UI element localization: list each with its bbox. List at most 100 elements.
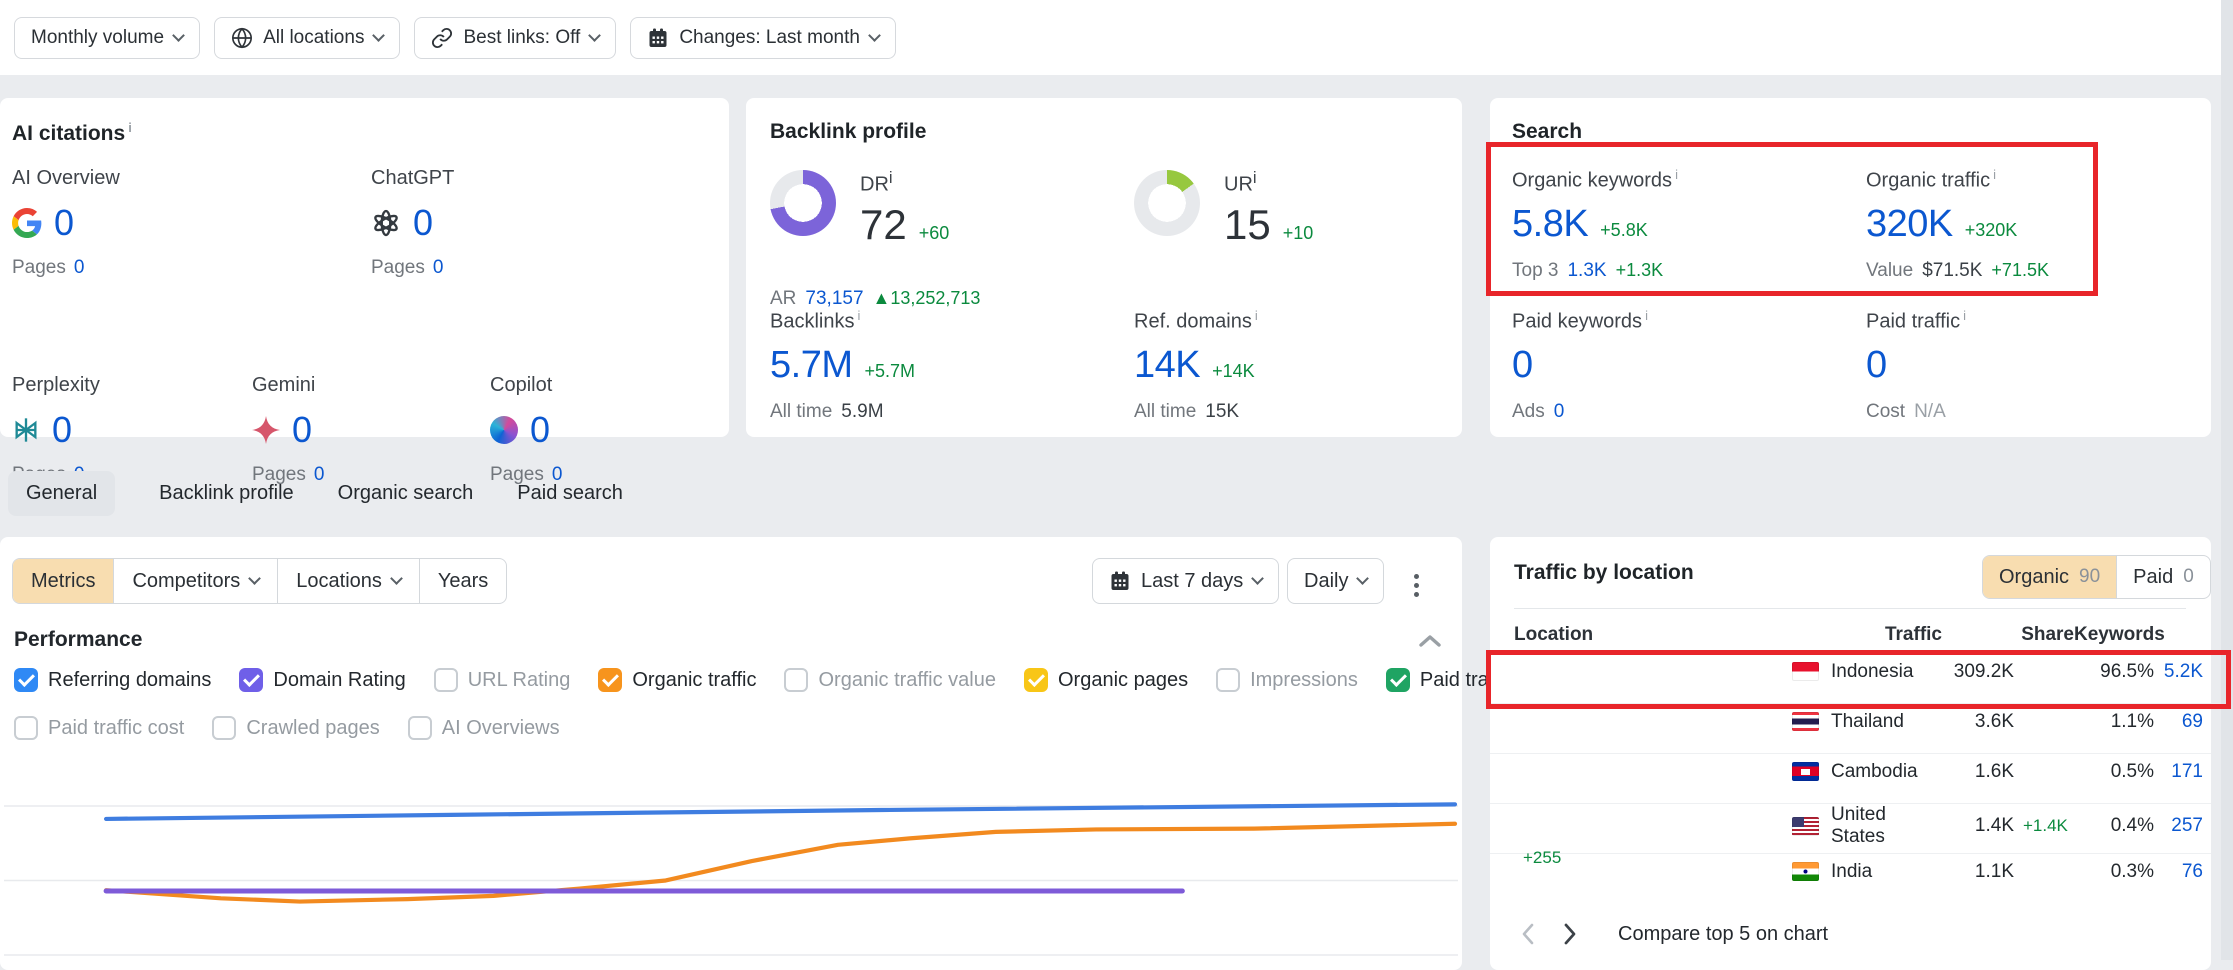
share-value: 0.3% — [2074, 861, 2154, 883]
unchecked-checkbox[interactable] — [784, 668, 808, 692]
date-range-dropdown[interactable]: Last 7 days — [1092, 558, 1279, 604]
unchecked-checkbox[interactable] — [1216, 668, 1240, 692]
segment-competitors[interactable]: Competitors — [113, 559, 277, 603]
search-card: Search Organic keywordsi 5.8K+5.8K Top 3… — [1490, 98, 2211, 437]
dr-delta: +60 — [919, 223, 950, 244]
collapse-chevron-up-icon[interactable] — [1418, 634, 1442, 653]
checked-checkbox[interactable] — [239, 668, 263, 692]
chevron-down-icon — [172, 29, 185, 42]
pages-value-link[interactable]: 0 — [74, 257, 85, 278]
location-row-united-states[interactable]: United States1.4K+1.4K0.4%257+255 — [1490, 803, 2211, 853]
keywords-link[interactable]: 257 — [2154, 815, 2203, 837]
keywords-link[interactable]: 171 — [2154, 761, 2203, 783]
info-icon[interactable]: i — [1255, 308, 1258, 323]
organic-traffic-metric: Organic traffici 320K+320K Value$71.5K+7… — [1866, 167, 2049, 282]
checkbox-label: Referring domains — [48, 669, 211, 692]
unchecked-checkbox[interactable] — [434, 668, 458, 692]
compare-top5-button[interactable]: Compare top 5 on chart — [1618, 923, 1828, 946]
checkbox-paid-traffic-cost[interactable]: Paid traffic cost — [14, 716, 184, 740]
prev-page-chevron-icon[interactable] — [1520, 922, 1536, 946]
ref-domains-metric: Ref. domainsi 14K+14K All time15K — [1134, 308, 1258, 423]
checkbox-crawled-pages[interactable]: Crawled pages — [212, 716, 379, 740]
metric-checkbox-row-1: Referring domains Domain Rating URL Rating… — [14, 668, 1514, 692]
location-row-thailand[interactable]: Thailand3.6K1.1%69 — [1490, 703, 2211, 753]
tab-general[interactable]: General — [8, 471, 115, 516]
chevron-down-icon — [868, 29, 881, 42]
paid-keywords-value-link[interactable]: 0 — [1512, 344, 1533, 387]
next-page-chevron-icon[interactable] — [1562, 922, 1578, 946]
ai-item-value-link[interactable]: 0 — [413, 202, 433, 244]
checkbox-ai-overviews[interactable]: AI Overviews — [408, 716, 560, 740]
ar-value-link[interactable]: 73,157 — [805, 288, 863, 310]
location-table-footer: Compare top 5 on chart — [1490, 922, 1828, 946]
keywords-link[interactable]: 76 — [2154, 861, 2203, 883]
location-row-indonesia[interactable]: Indonesia309.2K96.5%5.2K — [1490, 653, 2211, 703]
info-icon[interactable]: i — [1253, 168, 1257, 187]
segment-locations[interactable]: Locations — [277, 559, 419, 603]
backlinks-value-link[interactable]: 5.7M — [770, 344, 852, 387]
checkbox-referring-domains[interactable]: Referring domains — [14, 668, 211, 692]
backlink-profile-title: Backlink profile — [770, 120, 926, 144]
ur-delta: +10 — [1283, 223, 1314, 244]
chevron-down-icon — [588, 29, 601, 42]
checked-checkbox[interactable] — [14, 668, 38, 692]
ai-item-name: Perplexity — [12, 374, 100, 397]
info-icon[interactable]: i — [1993, 167, 1996, 182]
tab-paid-search[interactable]: Paid search — [517, 471, 623, 516]
checkbox-organic-traffic[interactable]: Organic traffic — [598, 668, 756, 692]
info-icon[interactable]: i — [128, 120, 132, 135]
toggle-organic[interactable]: Organic90 — [1983, 556, 2116, 598]
traffic-by-location-title: Traffic by location — [1514, 561, 1694, 585]
info-icon[interactable]: i — [1963, 308, 1966, 323]
ai-item-value-link[interactable]: 0 — [292, 409, 312, 451]
segment-years[interactable]: Years — [419, 559, 506, 603]
pages-value-link[interactable]: 0 — [433, 257, 444, 278]
ads-link[interactable]: 0 — [1554, 401, 1565, 423]
info-icon[interactable]: i — [1645, 308, 1648, 323]
toggle-paid[interactable]: Paid0 — [2116, 556, 2210, 598]
ai-item-value-link[interactable]: 0 — [52, 409, 72, 451]
chevron-down-icon — [1251, 572, 1264, 585]
page-scrollbar[interactable] — [2221, 0, 2233, 960]
date-range-label: Last 7 days — [1141, 570, 1243, 593]
checkbox-organic-pages[interactable]: Organic pages — [1024, 668, 1188, 692]
checkbox-url-rating[interactable]: URL Rating — [434, 668, 571, 692]
filter-best-links-off[interactable]: Best links: Off — [414, 17, 616, 59]
ref-domains-value-link[interactable]: 14K — [1134, 344, 1200, 387]
tab-organic-search[interactable]: Organic search — [338, 471, 474, 516]
ai-item-ai-overview: AI Overview0Pages0 — [12, 167, 120, 279]
location-row-cambodia[interactable]: Cambodia1.6K0.5%171 — [1490, 753, 2211, 803]
segment-metrics[interactable]: Metrics — [13, 559, 113, 603]
checkbox-domain-rating[interactable]: Domain Rating — [239, 668, 405, 692]
checked-checkbox[interactable] — [1024, 668, 1048, 692]
filter-changes-last-month[interactable]: Changes: Last month — [630, 17, 896, 59]
keywords-link[interactable]: 5.2K — [2154, 661, 2203, 683]
checked-checkbox[interactable] — [1386, 668, 1410, 692]
unchecked-checkbox[interactable] — [408, 716, 432, 740]
organic-traffic-value-link[interactable]: 320K — [1866, 203, 1953, 246]
ur-label: URi — [1224, 168, 1313, 197]
top3-link[interactable]: 1.3K — [1567, 260, 1606, 282]
checkbox-impressions[interactable]: Impressions — [1216, 668, 1358, 692]
organic-keywords-value-link[interactable]: 5.8K — [1512, 203, 1588, 246]
info-icon[interactable]: i — [889, 168, 893, 187]
unchecked-checkbox[interactable] — [212, 716, 236, 740]
ai-citations-card: AI citationsi AI Overview0Pages0ChatGPT0… — [0, 98, 729, 437]
more-options-kebab-icon[interactable] — [1410, 570, 1423, 601]
gemini-icon — [252, 416, 280, 444]
granularity-dropdown[interactable]: Daily — [1287, 558, 1384, 604]
ai-item-value-link[interactable]: 0 — [54, 202, 74, 244]
info-icon[interactable]: i — [857, 308, 860, 323]
checked-checkbox[interactable] — [598, 668, 622, 692]
filter-monthly-volume[interactable]: Monthly volume — [14, 17, 200, 59]
ai-item-value-link[interactable]: 0 — [530, 409, 550, 451]
unchecked-checkbox[interactable] — [14, 716, 38, 740]
ai-item-name: Gemini — [252, 374, 324, 397]
info-icon[interactable]: i — [1675, 167, 1678, 182]
checkbox-organic-traffic-value[interactable]: Organic traffic value — [784, 668, 996, 692]
filter-all-locations[interactable]: All locations — [214, 17, 400, 59]
keywords-link[interactable]: 69 — [2154, 711, 2203, 733]
tab-backlink-profile[interactable]: Backlink profile — [159, 471, 294, 516]
paid-traffic-value-link[interactable]: 0 — [1866, 344, 1887, 387]
paid-keywords-metric: Paid keywordsi 0 Ads0 — [1512, 308, 1648, 423]
